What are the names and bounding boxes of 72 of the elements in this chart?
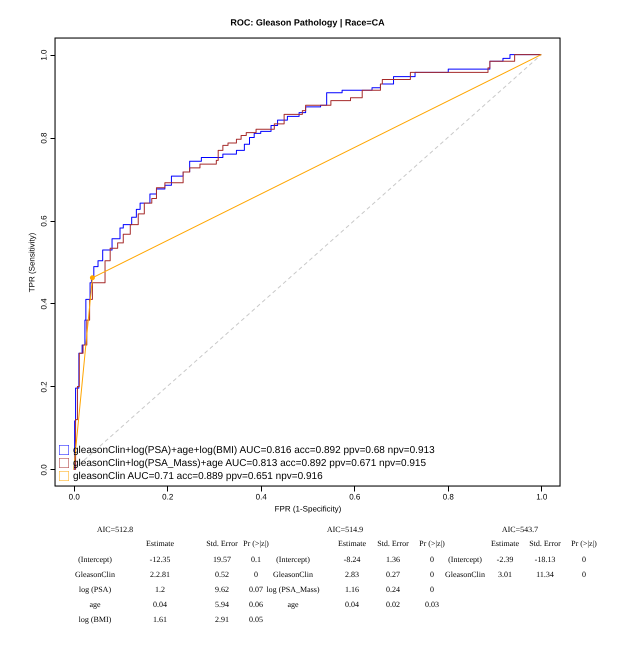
text: 0 — [430, 555, 434, 564]
text: Estimate — [146, 539, 174, 548]
text: Pr (>|z|) — [571, 539, 598, 548]
x-tick-label: 1.0 — [536, 492, 548, 502]
legend-label: gleasonClin AUC=0.71 acc=0.889 ppv=0.651 npv=0.916 — [73, 471, 324, 482]
text: -8.24 — [344, 555, 360, 564]
y-tick-label: 0.4 — [40, 298, 48, 310]
text: 0.04 — [345, 600, 359, 609]
text: 3.01 — [498, 570, 512, 579]
text: 1.2 — [155, 585, 165, 594]
text: Pr (>|z|) — [419, 539, 446, 548]
text: 2.83 — [345, 570, 359, 579]
y-tick-label: 1.0 — [40, 48, 48, 61]
y-tick-label: 0.8 — [40, 132, 48, 144]
text: age — [287, 600, 299, 609]
text: log (BMI) — [78, 615, 112, 624]
text: 0.24 — [386, 585, 400, 594]
text: 5.94 — [215, 600, 229, 609]
text: 0.06 — [249, 600, 263, 609]
text: 0.27 — [386, 570, 400, 579]
text: 0.02 — [386, 600, 400, 609]
text: Estimate — [491, 539, 520, 548]
text: AIC=512.8 — [96, 525, 134, 534]
text: 0 — [430, 570, 434, 579]
text: 0 — [582, 555, 586, 564]
text: age — [89, 600, 101, 609]
text: 1.61 — [153, 615, 167, 624]
y-tick-label: 0.6 — [40, 214, 48, 227]
text: log (PSA_Mass) — [266, 585, 320, 594]
x-tick-label: 0.2 — [162, 492, 174, 502]
x-tick-label: 0.4 — [256, 492, 268, 502]
text: -2.39 — [496, 555, 514, 564]
text: 2.2.81 — [150, 570, 170, 579]
text: -12.35 — [150, 555, 170, 564]
text: (Intercept) — [448, 555, 482, 564]
x-tick-label: 0.6 — [349, 492, 361, 502]
text: 0.05 — [249, 615, 263, 624]
text: 0 — [430, 585, 434, 594]
text: 19.57 — [213, 555, 231, 564]
x-tick-label: 0.0 — [68, 492, 80, 502]
text: log (PSA) — [78, 585, 112, 594]
text: Pr (>|z|) — [243, 539, 270, 548]
text: 11.34 — [536, 570, 554, 579]
text: 2.91 — [215, 615, 229, 624]
text: 1.16 — [345, 585, 359, 594]
text: (Intercept) — [78, 555, 112, 564]
text: Std. Error — [206, 539, 238, 548]
y-axis-title: TPR (Sensitivity) — [28, 232, 36, 292]
y-tick-label: 0.2 — [40, 380, 48, 393]
text: 0.03 — [425, 600, 439, 609]
text: 0.52 — [215, 570, 229, 579]
text: GleasonClin — [445, 570, 485, 579]
x-tick-label: 0.8 — [442, 492, 454, 502]
text: GleasonClin — [75, 570, 115, 579]
text: GleasonClin — [273, 570, 313, 579]
text: AIC=543.7 — [502, 525, 538, 534]
chart-title: ROC: Gleason Pathology | Race=CA — [230, 18, 386, 28]
x-axis-title: FPR (1-Specificity) — [274, 504, 342, 514]
text: 0 — [254, 570, 258, 579]
text: 0 — [582, 570, 586, 579]
text: 1.36 — [386, 555, 400, 564]
text: Estimate — [338, 539, 366, 548]
text: Std. Error — [377, 539, 410, 548]
text: Std. Error — [529, 539, 562, 548]
text: 0.04 — [153, 600, 167, 609]
text: AIC=514.9 — [326, 525, 364, 534]
text: 9.62 — [215, 585, 229, 594]
text: -18.13 — [534, 555, 556, 564]
text: (Intercept) — [276, 555, 310, 564]
text: 0.07 — [249, 585, 263, 594]
y-tick-label: 0.0 — [40, 464, 48, 476]
text: 0.1 — [251, 555, 261, 564]
